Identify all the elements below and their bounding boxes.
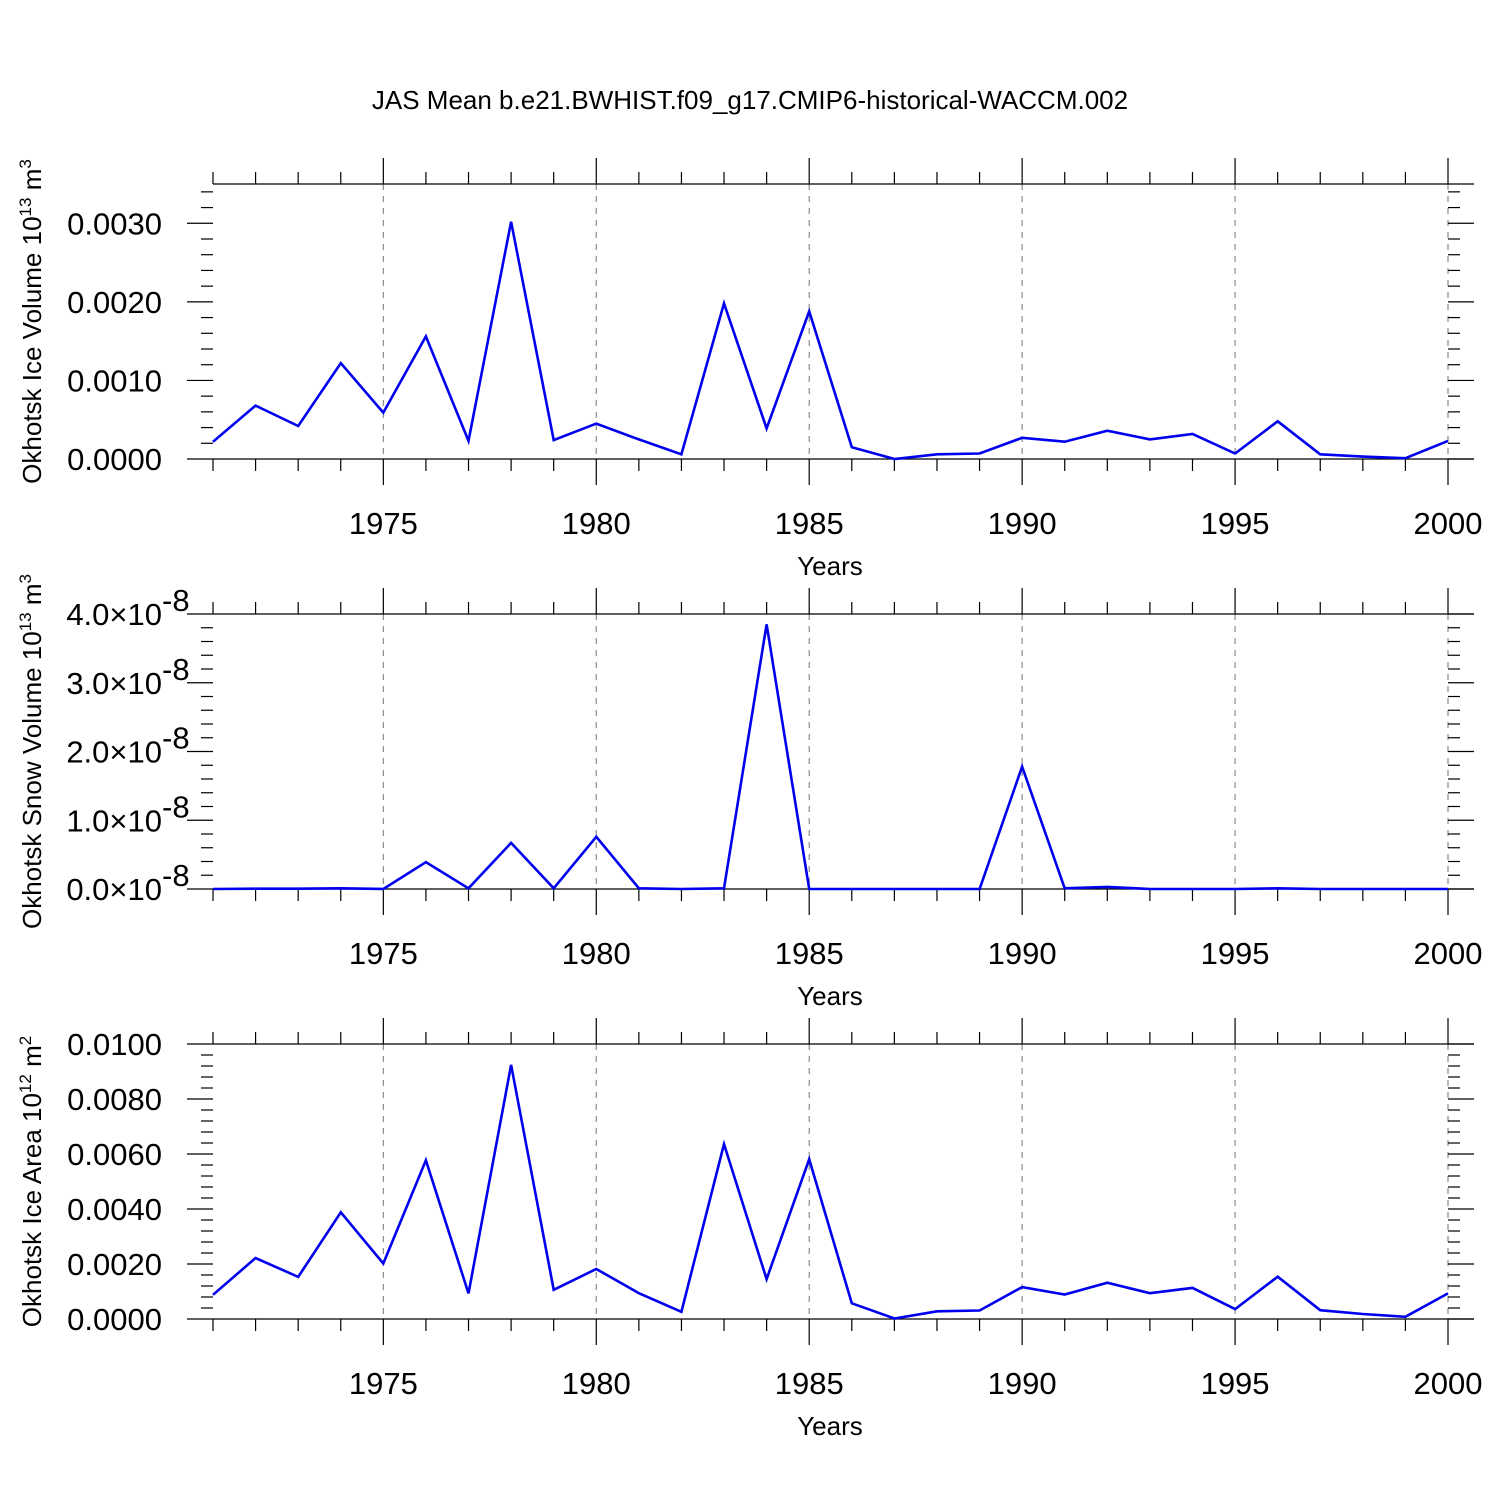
x-tick-label-1990: 1990 [988,506,1057,541]
y-tick-label: 0.0100 [67,1027,162,1062]
x-tick-label-1995: 1995 [1201,506,1270,541]
y-tick-label: 0.0010 [67,363,162,398]
y-tick-label: 0.0000 [67,442,162,477]
x-tick-label-1985: 1985 [775,506,844,541]
x-axis-title: Years [797,551,863,581]
y-tick-exponent: -8 [162,652,190,687]
y-tick-label: 3.0×10 [66,666,162,701]
x-tick-label-2000: 2000 [1414,1366,1483,1401]
chart-panel-3: 0.0000 0.0020 0.0040 0.0060 0.0080 0.0100 1975… [16,1018,1482,1441]
y-tick-label: 4.0×10 [66,597,162,632]
y-tick-label: 0.0030 [67,206,162,241]
x-tick-label-1995: 1995 [1201,936,1270,971]
y-tick-label: 2.0×10 [66,735,162,770]
x-tick-label-1975: 1975 [349,506,418,541]
y-axis-title: Okhotsk Ice Area 1012 m2 [16,1036,47,1327]
x-tick-label-1975: 1975 [349,936,418,971]
y-tick-exponent: -8 [162,789,190,824]
figure-title: JAS Mean b.e21.BWHIST.f09_g17.CMIP6-hist… [372,85,1128,115]
x-tick-label-1985: 1985 [775,936,844,971]
x-tick-label-1990: 1990 [988,936,1057,971]
y-tick-label: 1.0×10 [66,803,162,838]
series-line-1 [212,1064,1449,1320]
series-line-1 [212,221,1449,461]
x-tick-label-1985: 1985 [775,1366,844,1401]
x-tick-label-2000: 2000 [1414,506,1483,541]
chart-panel-2: 0.0×10 -81.0×10 -82.0×10 -83.0×10 -84.0×10 -8… [16,574,1482,1011]
x-tick-label-1980: 1980 [562,1366,631,1401]
series-line-1 [212,624,1448,891]
x-tick-label-2000: 2000 [1414,936,1483,971]
y-axis-title: Okhotsk Snow Volume 1013 m3 [16,574,47,929]
y-tick-label: 0.0020 [67,1247,162,1282]
x-tick-label-1980: 1980 [562,936,631,971]
y-axis-title: Okhotsk Ice Volume 1013 m3 [16,159,47,484]
y-tick-label: 0.0×10 [66,872,162,907]
x-axis-title: Years [797,981,863,1011]
x-tick-label-1980: 1980 [562,506,631,541]
panels: 0.0000 0.0010 0.0020 0.0030 1975 1980 1985 1990… [16,158,1482,1441]
chart-panel-1: 0.0000 0.0010 0.0020 0.0030 1975 1980 1985 1990… [16,158,1482,581]
y-tick-label: 0.0040 [67,1192,162,1227]
x-tick-label-1995: 1995 [1201,1366,1270,1401]
y-tick-exponent: -8 [162,583,190,618]
y-tick-exponent: -8 [162,858,190,893]
x-tick-label-1975: 1975 [349,1366,418,1401]
x-axis-title: Years [797,1411,863,1441]
y-tick-label: 0.0080 [67,1082,162,1117]
y-tick-label: 0.0020 [67,285,162,320]
y-tick-exponent: -8 [162,721,190,756]
x-tick-label-1990: 1990 [988,1366,1057,1401]
y-tick-label: 0.0000 [67,1302,162,1337]
y-tick-label: 0.0060 [67,1137,162,1172]
